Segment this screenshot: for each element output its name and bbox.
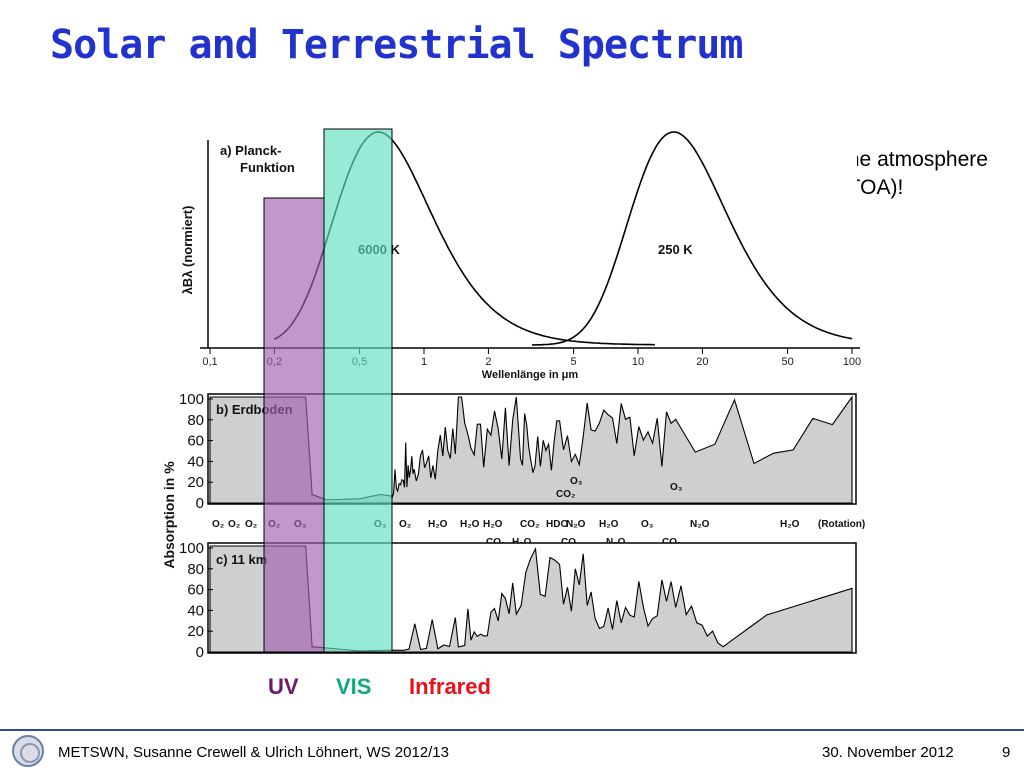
series-label-250k: 250 K [658,242,693,257]
absorber-label: H₂O [428,519,448,530]
absorber-label: H₂O [460,519,480,530]
x-tick-label: 1 [421,356,427,368]
absorber-label: H₂O [780,519,800,530]
panel-b-marker-o3: O₃ [570,476,583,487]
footer-divider [0,729,1024,731]
y-tick-label: 0 [196,644,204,661]
panel-c-absorption-area [209,545,853,653]
band-label-infrared: Infrared [409,674,491,699]
panel-b-absorption-area [209,395,853,504]
absorber-label: CO₂ [520,519,539,530]
absorber-label: N₂O [690,519,710,530]
panel-c-y-ticks: 0 20 40 60 80 100 [179,540,213,661]
absorber-label: O₂ [212,519,224,530]
y-tick-label: 60 [187,582,204,599]
panel-b-y-ticks: 0 20 40 60 80 100 [179,391,213,512]
x-tick-label: 0,1 [202,356,217,368]
absorber-label: HDO [546,519,568,530]
absorber-label: N₂O [566,519,586,530]
absorber-label: O₃ [641,519,654,530]
y-tick-label: 100 [179,391,204,408]
uv-band-highlight [263,197,325,653]
absorber-label: O₂ [245,519,257,530]
university-seal-icon [12,735,44,767]
panel-b-marker-o3-2: O₃ [670,482,683,493]
panel-b-marker-co2: CO₂ [556,489,575,500]
y-tick-label: 40 [187,602,204,619]
band-label-uv: UV [268,674,299,699]
x-tick-label: 10 [632,356,644,368]
panel-a-xlabel: Wellenlänge in μm [482,369,579,381]
slide-title: Solar and Terrestrial Spectrum [50,22,743,68]
absorber-label: H₂O [483,519,503,530]
absorber-label: (Rotation) [818,519,865,530]
x-tick-label: 100 [843,356,861,368]
y-tick-label: 40 [187,453,204,470]
band-labels: UV VIS Infrared [0,674,1024,704]
x-tick-label: 2 [485,356,491,368]
y-tick-label: 60 [187,433,204,450]
panel-a-ylabel: λBλ (normiert) [180,206,195,295]
absorber-label: O₂ [228,519,240,530]
panel-a-label-1: a) Planck- [220,143,281,158]
y-tick-label: 20 [187,623,204,640]
vis-band-highlight [323,128,393,653]
y-tick-label: 80 [187,412,204,429]
panel-c-label: c) 11 km [216,552,267,567]
x-tick-label: 20 [696,356,708,368]
footer-date: 30. November 2012 [822,744,954,761]
x-tick-label: 5 [571,356,577,368]
y-tick-label: 100 [179,540,204,557]
y-tick-label: 0 [196,495,204,512]
series-line-250k [532,131,853,346]
panel-a-label-2: Funktion [240,160,295,175]
absorber-label: H₂O [599,519,619,530]
page-number: 9 [1002,744,1011,761]
y-tick-label: 80 [187,561,204,578]
band-label-vis: VIS [336,674,372,699]
x-tick-label: 50 [781,356,793,368]
absorber-label: O₂ [399,519,411,530]
footer-course-info: METSWN, Susanne Crewell & Ulrich Löhnert… [58,744,449,761]
y-tick-label: 20 [187,474,204,491]
absorption-ylabel: Absorption in % [161,461,177,569]
